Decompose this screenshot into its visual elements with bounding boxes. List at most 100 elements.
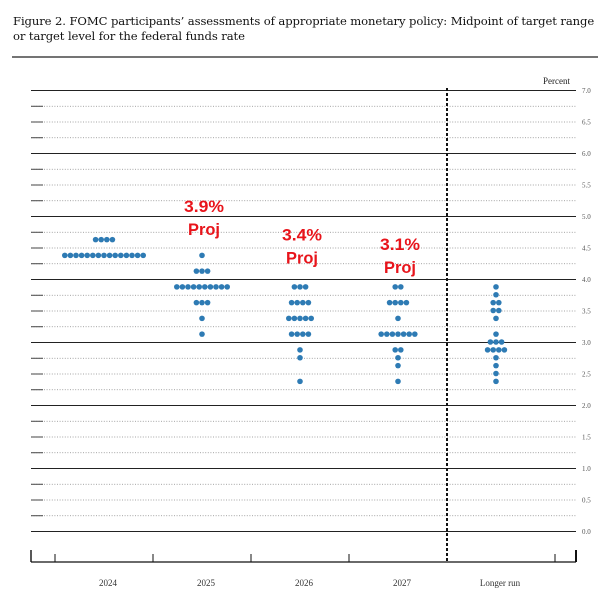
x-tick-label: Longer run (480, 578, 521, 588)
participant-dot (297, 315, 303, 322)
participant-dot (104, 236, 110, 243)
participant-dot (297, 284, 303, 290)
participant-dot (395, 331, 401, 337)
x-tick-label: 2024 (99, 578, 118, 588)
participant-dot (196, 284, 202, 290)
participant-dot (493, 378, 499, 385)
participant-dot (392, 284, 399, 290)
participant-dot (199, 268, 205, 274)
participant-dot (389, 331, 396, 337)
participant-dot (213, 284, 219, 290)
participant-dot (199, 331, 205, 337)
figure-title: Figure 2. FOMC participants’ assessments… (13, 14, 603, 44)
participant-dot (395, 362, 401, 369)
participant-dot (395, 315, 401, 322)
y-tick-label: 6.0 (582, 150, 591, 158)
participant-dot (90, 252, 96, 259)
participant-dot (199, 299, 205, 306)
y-tick-label: 0.5 (582, 497, 591, 505)
participant-dot (493, 331, 499, 337)
y-tick-label: 3.5 (582, 308, 591, 316)
y-tick-label: 7.0 (582, 87, 591, 95)
participant-dot (78, 252, 85, 259)
participant-dot (493, 354, 499, 361)
participant-dot (224, 284, 230, 290)
participant-dot (398, 347, 404, 353)
participant-dot (106, 252, 113, 259)
participant-dot (496, 299, 502, 306)
participant-dot (199, 252, 205, 259)
participant-dot (493, 284, 499, 290)
y-tick-label: 2.0 (582, 402, 591, 410)
projection-value-annotation: 3.9% (184, 197, 224, 216)
participant-dot (395, 354, 401, 361)
projection-label-annotation: Proj (188, 220, 220, 239)
participant-dot (490, 307, 497, 314)
participant-dot (286, 315, 292, 322)
participant-dot (308, 315, 315, 322)
participant-dot (490, 299, 497, 306)
participant-dot (493, 291, 499, 298)
x-tick-label: 2026 (295, 578, 314, 588)
y-tick-label: 0.0 (582, 528, 591, 536)
participant-dot (300, 331, 306, 337)
participant-dot (493, 339, 499, 345)
participant-dot (392, 347, 399, 353)
participant-dot (98, 236, 104, 243)
projection-label-annotation: Proj (384, 258, 416, 277)
participant-dot (101, 252, 107, 259)
participant-dot (484, 347, 491, 353)
y-tick-label: 5.5 (582, 182, 591, 190)
title-line-2: or target level for the federal funds ra… (13, 29, 245, 43)
participant-dot (386, 299, 393, 306)
y-tick-label: 5.0 (582, 213, 591, 221)
participant-dot (123, 252, 130, 259)
y-tick-label: 4.5 (582, 245, 591, 253)
participant-dot (199, 315, 205, 322)
participant-dot (297, 347, 303, 353)
participant-dot (193, 299, 200, 306)
participant-dot (392, 299, 399, 306)
participant-dot (297, 354, 303, 361)
y-tick-label: 3.0 (582, 339, 591, 347)
participant-dot (490, 347, 497, 353)
x-tick-label: 2027 (393, 578, 412, 588)
projection-value-annotation: 3.1% (380, 235, 420, 254)
participant-dot (305, 331, 312, 337)
participant-dot (207, 284, 214, 290)
participant-dot (305, 299, 312, 306)
participant-dot (73, 252, 79, 259)
x-tick-label: 2025 (197, 578, 216, 588)
participant-dot (398, 299, 404, 306)
participant-dot (193, 268, 200, 274)
title-line-1: Figure 2. FOMC participants’ assessments… (13, 14, 595, 28)
participant-dot (288, 299, 295, 306)
participant-dot (406, 331, 413, 337)
participant-dot (84, 252, 90, 259)
participant-dot (179, 284, 186, 290)
participant-dot (118, 252, 124, 259)
participant-dot (297, 378, 303, 385)
y-tick-label: 1.0 (582, 465, 591, 473)
participant-dot (493, 370, 499, 377)
participant-dot (140, 252, 146, 259)
participant-dot (294, 331, 301, 337)
participant-dot (95, 252, 102, 259)
participant-dot (403, 299, 410, 306)
participant-dot (395, 378, 401, 385)
y-axis-unit-label: Percent (543, 76, 570, 86)
participant-dot (496, 307, 502, 314)
participant-dot (190, 284, 197, 290)
participant-dot (112, 252, 118, 259)
participant-dot (67, 252, 74, 259)
participant-dot (378, 331, 385, 337)
participant-dot (62, 252, 68, 259)
participant-dot (185, 284, 191, 290)
participant-dot (291, 284, 298, 290)
participant-dot (202, 284, 208, 290)
participant-dot (204, 299, 211, 306)
participant-dot (288, 331, 295, 337)
participant-dot (134, 252, 141, 259)
